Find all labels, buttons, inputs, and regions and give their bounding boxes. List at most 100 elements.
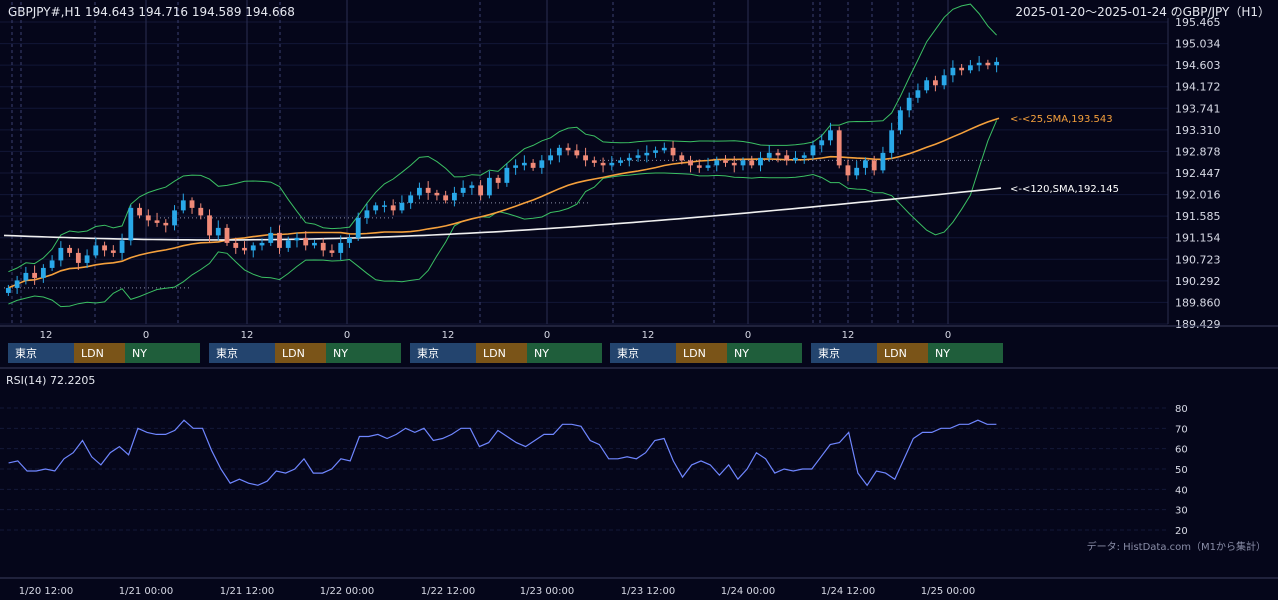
- time-tick-label: 1/24 00:00: [721, 586, 775, 597]
- time-tick-label: 1/22 00:00: [320, 586, 374, 597]
- session-block: [275, 343, 326, 363]
- rsi-line: [8, 419, 997, 487]
- candle-body: [58, 247, 64, 261]
- candle-body: [172, 210, 177, 226]
- candle-body: [766, 152, 772, 158]
- sma25-label: <-<25,SMA,193.543: [1010, 114, 1113, 125]
- candle-body: [810, 145, 816, 156]
- candle-body: [294, 237, 300, 241]
- session-label: NY: [935, 347, 950, 360]
- session-block: [928, 343, 1003, 363]
- candle-body: [845, 165, 851, 176]
- candle-body: [408, 195, 414, 203]
- candle-body: [434, 192, 440, 196]
- candle-body: [941, 75, 947, 86]
- candle-body: [565, 147, 571, 151]
- candle-body: [967, 65, 973, 71]
- candle-body: [40, 267, 46, 278]
- candle-body: [933, 80, 938, 86]
- data-source-note: データ: HistData.com（M1から集計）: [1087, 540, 1266, 553]
- candle-body: [863, 160, 868, 168]
- rsi-tick-label: 20: [1175, 526, 1188, 537]
- candle-body: [399, 202, 405, 211]
- candle-body: [679, 155, 685, 161]
- candle-body: [145, 215, 151, 221]
- candle-body: [67, 247, 72, 253]
- session-block: [676, 343, 727, 363]
- candle-body: [976, 62, 982, 66]
- candle-body: [486, 177, 492, 196]
- hour-tick-label: 0: [143, 330, 149, 341]
- candle-body: [198, 207, 204, 216]
- session-label: NY: [333, 347, 348, 360]
- candle-body: [836, 130, 842, 166]
- candle-body: [504, 167, 510, 183]
- session-block: [209, 343, 275, 363]
- rsi-tick-label: 40: [1175, 485, 1188, 496]
- price-tick-label: 193.310: [1175, 124, 1221, 137]
- sma25-line: [8, 117, 1000, 289]
- candle-body: [784, 155, 790, 161]
- candle-body: [898, 110, 903, 131]
- price-tick-label: 195.465: [1175, 16, 1221, 29]
- candle-body: [819, 140, 825, 146]
- price-tick-label: 192.447: [1175, 167, 1221, 180]
- price-tick-label: 192.016: [1175, 189, 1221, 202]
- candle-body: [696, 165, 702, 168]
- candle-body: [618, 160, 623, 163]
- candle-body: [75, 252, 81, 263]
- candle-body: [128, 207, 134, 241]
- candle-body: [364, 210, 370, 218]
- candle-body: [347, 237, 352, 243]
- symbol-ohlc-label: GBPJPY#,H1 194.643 194.716 194.589 194.6…: [8, 5, 295, 19]
- candle-body: [880, 152, 886, 171]
- candle-body: [793, 157, 798, 161]
- candle-body: [600, 162, 606, 166]
- candle-body: [723, 160, 728, 163]
- candle-body: [49, 260, 55, 268]
- range-title: 2025-01-20～2025-01-24 のGBP/JPY（H1）: [1015, 5, 1270, 19]
- price-tick-label: 195.034: [1175, 38, 1221, 51]
- candle-body: [154, 220, 160, 223]
- candle-body: [635, 155, 641, 158]
- hour-tick-label: 0: [745, 330, 751, 341]
- session-label: 東京: [15, 346, 37, 360]
- hour-tick-label: 0: [945, 330, 951, 341]
- candle-body: [950, 67, 956, 76]
- candle-body: [250, 245, 256, 251]
- candle-body: [443, 195, 449, 201]
- candle-body: [390, 205, 396, 211]
- candle-body: [591, 160, 597, 163]
- session-label: LDN: [884, 347, 907, 360]
- candle-body: [32, 272, 38, 278]
- rsi-panel: 80 70 60 50 40 30 20 RSI(14) 72.2205: [0, 374, 1188, 537]
- time-tick-label: 1/21 12:00: [220, 586, 274, 597]
- session-label: LDN: [282, 347, 305, 360]
- candle-body: [626, 157, 632, 161]
- candle-body: [189, 200, 195, 208]
- candle-body: [644, 152, 650, 156]
- bollinger-bands: [8, 3, 998, 308]
- session-block: [877, 343, 928, 363]
- candle-body: [215, 227, 221, 236]
- candle-body: [609, 162, 615, 166]
- price-tick-label: 194.603: [1175, 59, 1221, 72]
- candle-body: [705, 165, 711, 168]
- rsi-tick-label: 80: [1175, 404, 1188, 415]
- candle-body: [163, 222, 169, 226]
- sma120-label: <-<120,SMA,192.145: [1010, 184, 1119, 195]
- hour-tick-label: 12: [40, 330, 53, 341]
- hour-tick-label: 0: [544, 330, 550, 341]
- session-bar: 東京 LDN NY 東京 LDN NY 東京 LDN NY 東京 LDN NY 東京 LDN NY: [8, 343, 1003, 363]
- hour-tick-label: 12: [842, 330, 855, 341]
- candle-body: [758, 157, 763, 166]
- candle-body: [338, 242, 344, 253]
- candle-body: [670, 147, 676, 156]
- candle-body: [93, 245, 99, 256]
- bollinger-lower: [8, 120, 998, 308]
- session-label: NY: [534, 347, 549, 360]
- candle-body: [110, 250, 116, 253]
- time-tick-label: 1/23 12:00: [621, 586, 675, 597]
